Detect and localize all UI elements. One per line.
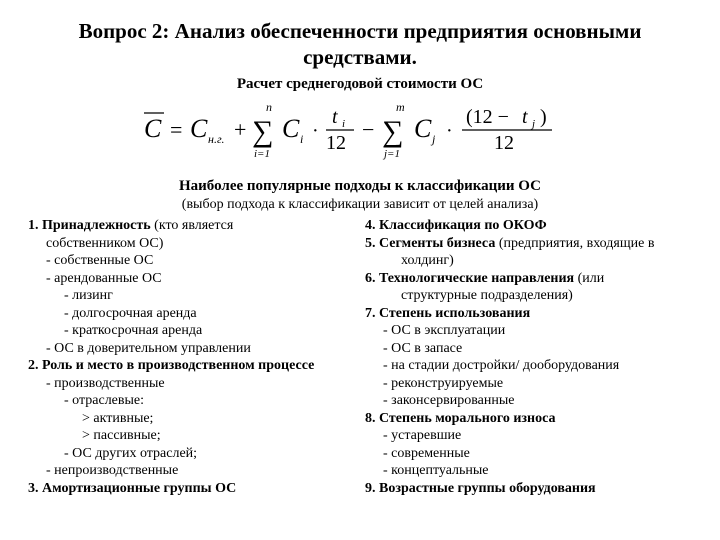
list-item: 3. Амортизационные группы ОС <box>28 480 355 498</box>
svg-text:C: C <box>190 114 208 143</box>
svg-text:·: · <box>446 120 453 142</box>
list-item: - ОС в доверительном управлении <box>46 340 355 358</box>
svg-text:i: i <box>300 132 303 146</box>
svg-text:j=1: j=1 <box>382 148 400 160</box>
list-item: - реконструируемые <box>383 375 692 393</box>
svg-text:+: + <box>234 117 246 142</box>
list-item: - долгосрочная аренда <box>64 305 355 323</box>
svg-text:i=1: i=1 <box>254 148 270 160</box>
list-item: - арендованные ОС <box>46 270 355 288</box>
page-title: Вопрос 2: Анализ обеспеченности предприя… <box>28 18 692 71</box>
list-item: - лизинг <box>64 287 355 305</box>
svg-text:=: = <box>170 117 182 142</box>
svg-text:C: C <box>282 114 300 143</box>
list-item: - отраслевые: <box>64 392 355 410</box>
list-item: > пассивные; <box>82 427 355 445</box>
svg-text:12: 12 <box>494 132 514 154</box>
svg-text:j: j <box>530 118 535 130</box>
list-item: > активные; <box>82 410 355 428</box>
svg-text:·: · <box>312 120 319 142</box>
list-item: - производственные <box>46 375 355 393</box>
subtitle: Расчет среднегодовой стоимости ОС <box>28 75 692 94</box>
svg-text:C: C <box>414 114 432 143</box>
svg-text:C: C <box>144 114 162 143</box>
classification-columns: 1. Принадлежность (кто являетсясобственн… <box>28 217 692 497</box>
list-item: 9. Возрастные группы оборудования <box>365 480 692 498</box>
list-item: - непроизводственные <box>46 462 355 480</box>
list-item: - законсервированные <box>383 392 692 410</box>
list-item: холдинг) <box>401 252 692 270</box>
svg-text:(12 −: (12 − <box>466 106 509 128</box>
list-item: 2. Роль и место в производственном проце… <box>28 357 355 375</box>
list-item: - устаревшие <box>383 427 692 445</box>
right-column: 4. Классификация по ОКОФ5. Сегменты бизн… <box>365 217 692 497</box>
list-item: - концептуальные <box>383 462 692 480</box>
svg-text:−: − <box>362 117 374 142</box>
list-item: - ОС в запасе <box>383 340 692 358</box>
list-item: - современные <box>383 445 692 463</box>
svg-text:12: 12 <box>326 132 346 154</box>
list-item: 5. Сегменты бизнеса (предприятия, входящ… <box>365 235 692 253</box>
svg-text:i: i <box>342 118 345 130</box>
svg-text:∑: ∑ <box>252 115 273 148</box>
svg-text:t: t <box>332 106 338 128</box>
list-item: 4. Классификация по ОКОФ <box>365 217 692 235</box>
svg-text:n: n <box>266 100 272 114</box>
formula: C = C н.г. + n ∑ i=1 C i · t i 12 − m ∑ … <box>28 99 692 167</box>
list-item: - на стадии достройки/ дооборудования <box>383 357 692 375</box>
list-item: 1. Принадлежность (кто является <box>28 217 355 235</box>
list-item: 6. Технологические направления (или <box>365 270 692 288</box>
list-item: 7. Степень использования <box>365 305 692 323</box>
list-item: - краткосрочная аренда <box>64 322 355 340</box>
list-item: - собственные ОС <box>46 252 355 270</box>
svg-text:): ) <box>540 106 547 128</box>
svg-text:t: t <box>522 106 528 128</box>
svg-text:m: m <box>396 100 405 114</box>
list-item: структурные подразделения) <box>401 287 692 305</box>
list-item: 8. Степень морального износа <box>365 410 692 428</box>
svg-text:∑: ∑ <box>382 115 403 148</box>
approaches-subtitle: (выбор подхода к классификации зависит о… <box>28 196 692 214</box>
list-item: - ОС в эксплуатации <box>383 322 692 340</box>
left-column: 1. Принадлежность (кто являетсясобственн… <box>28 217 355 497</box>
svg-text:н.г.: н.г. <box>208 132 224 146</box>
list-item: - ОС других отраслей; <box>64 445 355 463</box>
list-item: собственником ОС) <box>46 235 355 253</box>
approaches-title: Наиболее популярные подходы к классифика… <box>28 177 692 196</box>
